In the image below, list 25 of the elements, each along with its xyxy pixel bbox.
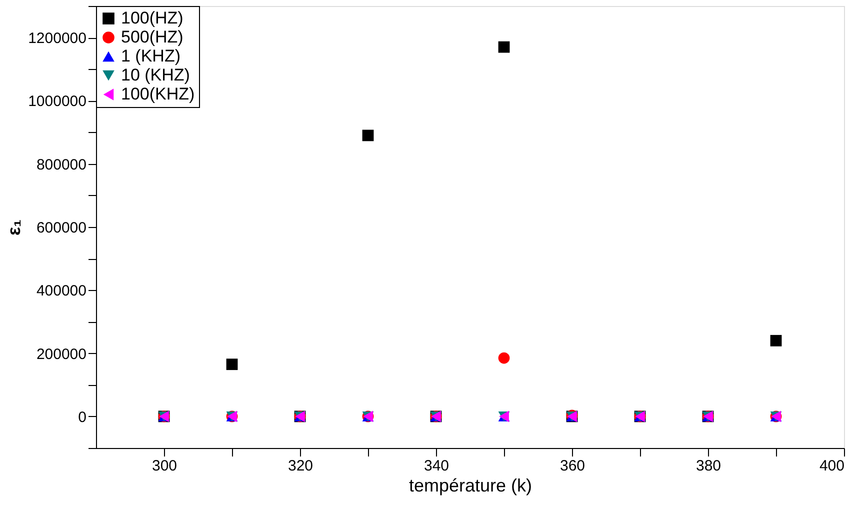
legend-label: 100(HZ) [121,8,184,28]
x-tick-label: 360 [560,458,586,474]
y-tick-label: 600000 [36,220,86,236]
y-tick-label: 800000 [36,156,86,174]
point [770,334,782,346]
y-tick-label: 200000 [36,346,86,363]
x-tick-label: 320 [288,458,314,474]
point [226,358,238,370]
y-tick-label: 0 [78,408,86,426]
legend-label: 1 (KHZ) [121,46,180,66]
x-tick-label: 380 [696,458,722,474]
legend-label: 100(KHZ) [121,84,195,104]
legend-label: 500(HZ) [121,28,184,46]
point [498,352,510,364]
x-axis-title: température (k) [408,476,532,496]
x-tick-label: 400 [819,458,844,474]
x-tick-label: 340 [424,458,450,474]
x-tick-label: 300 [152,458,178,474]
point [498,41,510,53]
point [362,130,374,142]
y-tick-label: 1000000 [28,93,86,110]
y-axis-title: ε₁ [4,220,24,236]
legend-label: 10 (KHZ) [121,66,190,84]
y-tick-label: 1200000 [28,30,86,48]
y-tick-label: 400000 [36,282,86,300]
